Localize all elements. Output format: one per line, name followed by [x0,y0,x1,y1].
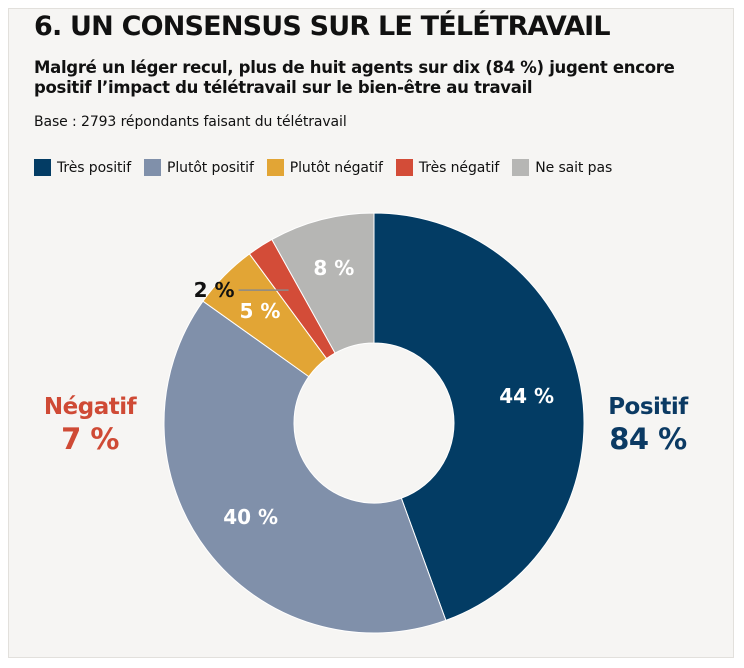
positive-group-name: Positif [608,394,688,420]
positive-group-label: Positif 84 % [578,391,718,455]
donut-slice [163,300,447,634]
legend-item: Plutôt positif [144,159,254,176]
legend-label: Très positif [57,159,132,176]
legend-item: Ne sait pas [512,159,612,176]
legend-item: Plutôt négatif [266,159,383,176]
negative-group-value: 7 % [61,422,119,456]
legend-swatch [144,159,162,176]
slice-label: 5 % [240,299,281,323]
donut-slice [271,212,375,354]
legend-item: Très négatif [395,159,500,176]
legend-swatch [266,159,284,176]
legend: Très positif Plutôt positif Plutôt négatif… [34,159,625,176]
legend-item: Très positif [34,159,131,176]
slice-label: 8 % [313,256,354,280]
negative-group-name: Négatif [43,394,137,420]
legend-label: Très négatif [418,159,500,176]
legend-label: Plutôt négatif [289,159,383,176]
slice-label: 44 % [499,384,554,408]
legend-swatch [34,159,51,176]
legend-swatch [512,159,530,176]
chart-title: 6. UN CONSENSUS SUR LE TÉLÉTRAVAIL [34,11,611,42]
positive-group-value: 84 % [609,422,687,456]
base-note: Base : 2793 répondants faisant du télétr… [34,114,347,130]
legend-label: Ne sait pas [535,159,613,176]
slice-label: 2 % [194,278,235,302]
chart-subtitle: Malgré un léger recul, plus de huit agen… [34,58,675,97]
slice-label: 40 % [223,505,278,529]
legend-swatch [395,159,413,176]
negative-group-label: Négatif 7 % [20,391,160,455]
legend-label: Plutôt positif [167,159,254,176]
donut-slice [373,212,585,621]
